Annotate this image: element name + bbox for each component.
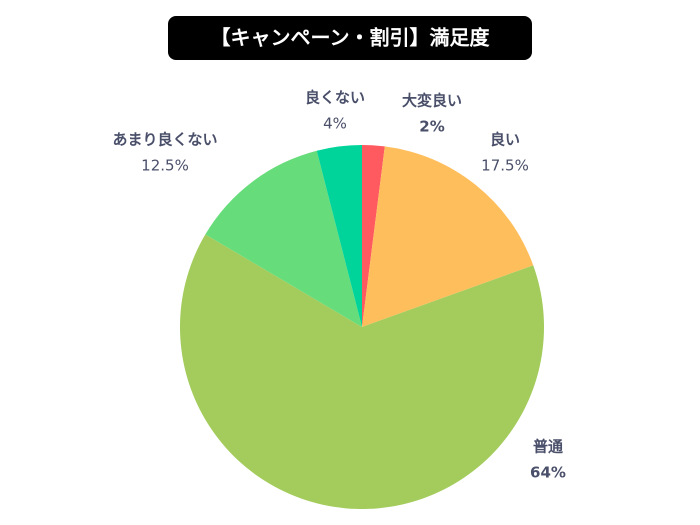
title-box xyxy=(168,16,532,60)
slice-value: 17.5% xyxy=(481,157,529,175)
slice-label: 大変良い xyxy=(402,92,462,110)
pie-slice xyxy=(316,145,362,327)
slice-value: 4% xyxy=(323,115,347,133)
slice-label: 良い xyxy=(490,131,520,149)
slice-label: あまり良くない xyxy=(112,131,217,149)
slice-label: 普通 xyxy=(533,438,563,456)
slice-value: 2% xyxy=(419,118,444,136)
pie-slice xyxy=(205,150,362,327)
pie-slice xyxy=(362,146,534,327)
pie-slice xyxy=(179,234,544,509)
chart-title: 【キャンペーン・割引】満足度 xyxy=(211,26,491,50)
pie-slice xyxy=(362,145,385,327)
slice-value: 64% xyxy=(530,464,566,482)
slice-value: 12.5% xyxy=(141,157,189,175)
slice-label: 良くない xyxy=(305,89,365,107)
